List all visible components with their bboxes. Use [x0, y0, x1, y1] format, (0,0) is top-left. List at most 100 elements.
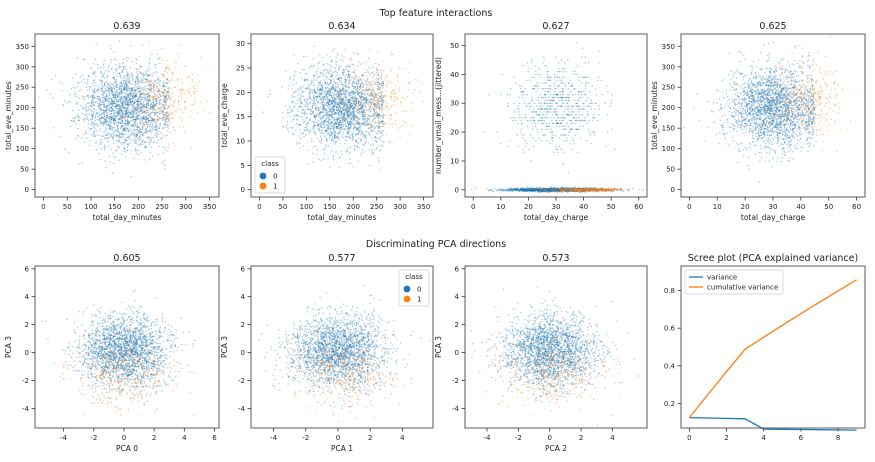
point: [404, 121, 407, 124]
point: [99, 79, 102, 81]
point: [145, 105, 148, 107]
point: [314, 114, 316, 117]
point: [373, 97, 376, 100]
point: [359, 83, 362, 85]
point: [146, 118, 148, 121]
point: [128, 116, 131, 119]
point: [127, 108, 130, 110]
point: [121, 143, 123, 145]
point: [120, 91, 123, 93]
point: [362, 101, 364, 104]
point: [116, 100, 118, 103]
point: [322, 116, 325, 118]
point: [326, 109, 328, 111]
point: [123, 142, 126, 145]
point: [111, 136, 114, 138]
point: [380, 120, 383, 123]
point: [322, 127, 325, 129]
point: [391, 93, 393, 95]
point: [341, 87, 344, 90]
point: [310, 89, 313, 92]
point: [156, 141, 158, 144]
point: [125, 133, 127, 135]
point: [146, 130, 148, 133]
point: [353, 51, 355, 54]
point: [356, 80, 358, 82]
point: [364, 119, 366, 122]
point: [119, 121, 122, 124]
point: [344, 108, 346, 110]
point: [95, 43, 97, 45]
point: [383, 94, 386, 96]
point: [142, 117, 145, 119]
point: [310, 83, 313, 85]
point: [338, 105, 341, 107]
point: [348, 65, 351, 68]
point: [353, 127, 356, 129]
point: [141, 78, 144, 80]
point: [346, 120, 349, 123]
point: [97, 116, 99, 119]
point: [78, 163, 80, 165]
point: [131, 113, 134, 116]
point: [145, 81, 147, 84]
point: [107, 87, 110, 89]
point: [358, 129, 360, 131]
point: [324, 93, 326, 95]
point: [341, 118, 344, 121]
point: [314, 103, 316, 106]
point: [377, 160, 380, 162]
point: [191, 81, 193, 83]
point: [323, 96, 326, 98]
point: [123, 88, 126, 91]
point: [326, 93, 328, 96]
point: [332, 133, 334, 135]
point: [153, 81, 155, 84]
point: [337, 116, 340, 119]
point: [321, 116, 324, 118]
point: [113, 76, 116, 79]
point: [103, 114, 105, 117]
point: [113, 102, 116, 104]
point: [120, 109, 122, 112]
point: [182, 125, 185, 128]
point: [144, 131, 147, 134]
point: [115, 99, 118, 101]
point: [146, 96, 149, 99]
point: [149, 116, 152, 118]
point: [334, 101, 337, 104]
point: [334, 111, 337, 114]
point: [372, 100, 374, 102]
point: [337, 113, 340, 116]
point: [126, 127, 128, 130]
point: [339, 95, 341, 98]
point: [341, 93, 343, 95]
point: [369, 104, 372, 106]
point: [355, 97, 358, 100]
point: [103, 105, 105, 107]
point: [325, 124, 328, 126]
point: [163, 106, 165, 109]
point: [375, 106, 377, 109]
point: [146, 111, 149, 114]
point: [319, 124, 322, 126]
point: [348, 86, 350, 88]
point: [319, 112, 322, 114]
point: [343, 71, 345, 73]
point: [377, 85, 380, 88]
point: [139, 93, 141, 95]
point: [132, 101, 134, 103]
point: [99, 127, 102, 130]
point: [340, 110, 343, 113]
y-tick-label: 10: [236, 138, 245, 146]
point: [113, 130, 115, 132]
point: [375, 116, 377, 118]
point: [321, 87, 324, 89]
point: [371, 94, 373, 97]
point: [285, 126, 288, 128]
point: [171, 104, 173, 106]
point: [125, 113, 128, 115]
point: [75, 73, 77, 75]
point: [147, 114, 150, 117]
point: [353, 123, 355, 126]
